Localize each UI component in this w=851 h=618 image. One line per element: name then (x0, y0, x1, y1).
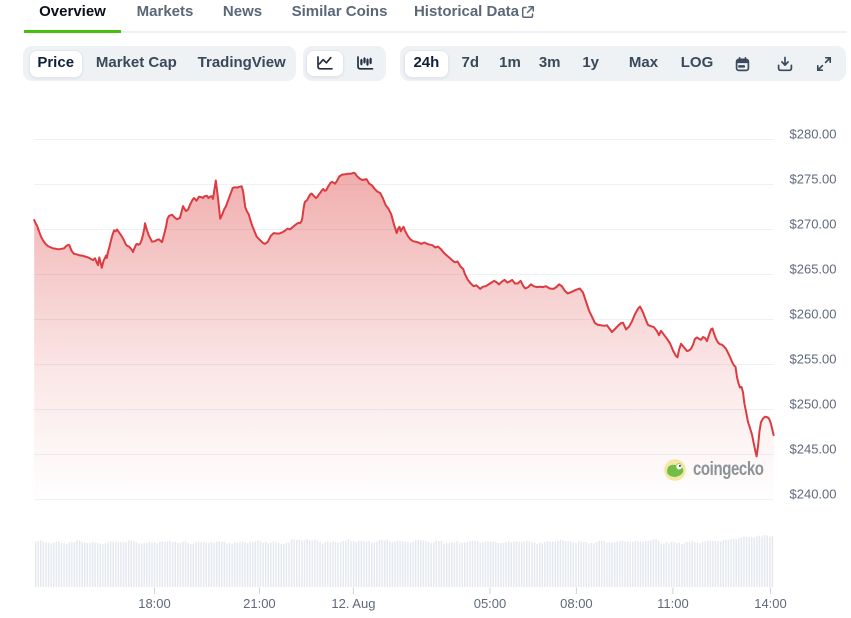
svg-text:14:00: 14:00 (754, 596, 787, 611)
svg-text:11:00: 11:00 (657, 596, 689, 611)
svg-text:coingecko: coingecko (693, 457, 764, 479)
svg-text:21:00: 21:00 (243, 596, 276, 611)
svg-text:$255.00: $255.00 (790, 352, 837, 367)
svg-text:18:00: 18:00 (138, 596, 171, 611)
svg-text:$270.00: $270.00 (790, 217, 837, 232)
svg-text:$275.00: $275.00 (790, 172, 837, 187)
svg-text:08:00: 08:00 (560, 596, 593, 611)
svg-text:$240.00: $240.00 (790, 487, 837, 502)
svg-text:12. Aug: 12. Aug (331, 596, 375, 611)
svg-text:$250.00: $250.00 (790, 397, 837, 412)
svg-text:$245.00: $245.00 (790, 442, 837, 457)
svg-text:05:00: 05:00 (474, 596, 507, 611)
svg-text:$280.00: $280.00 (790, 127, 837, 142)
svg-text:$260.00: $260.00 (790, 307, 837, 322)
svg-text:$265.00: $265.00 (790, 262, 837, 277)
